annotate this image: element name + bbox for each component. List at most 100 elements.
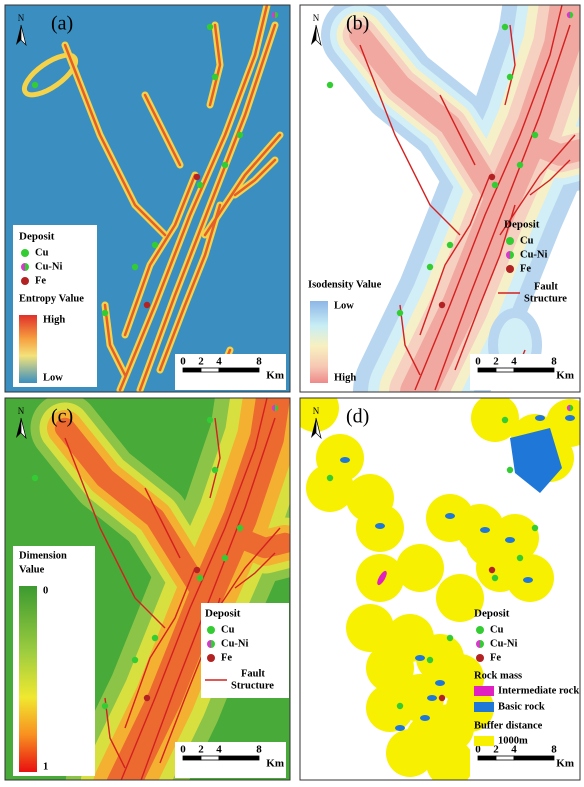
scale-segment bbox=[513, 367, 555, 373]
map-panel: (d) N 0 2 4 8 Km Deposit Cu Cu-Ni Fe Rock mass Inter… bbox=[299, 397, 581, 781]
deposit-marker bbox=[196, 181, 204, 189]
deposit-marker bbox=[207, 654, 215, 662]
ramp-label: High bbox=[334, 372, 356, 383]
buffer-swatch bbox=[474, 736, 494, 746]
scale-unit: Km bbox=[266, 758, 284, 770]
legend-item: Structure bbox=[524, 293, 567, 304]
deposit-marker bbox=[326, 81, 334, 89]
scale-tick-label: 0 bbox=[180, 356, 186, 368]
deposit-marker bbox=[271, 11, 275, 19]
legend-item: Fault bbox=[534, 281, 558, 292]
fault-line bbox=[359, 44, 461, 236]
north-arrow bbox=[311, 418, 316, 438]
deposit-marker bbox=[531, 131, 539, 139]
panel-frame bbox=[299, 397, 581, 781]
deposit-marker bbox=[491, 574, 499, 582]
scale-tick-label: 0 bbox=[475, 744, 481, 756]
fault-line bbox=[499, 134, 576, 236]
north-arrow bbox=[311, 25, 316, 45]
scale-tick-label: 2 bbox=[493, 744, 499, 756]
north-arrow bbox=[315, 417, 322, 440]
legend-item: Fe bbox=[221, 652, 232, 663]
deposit-marker bbox=[566, 11, 570, 19]
legend-title: Deposit bbox=[504, 219, 540, 231]
deposit-marker bbox=[206, 416, 214, 424]
anomaly bbox=[138, 23, 277, 392]
north-arrow bbox=[20, 417, 27, 440]
scale-segment bbox=[182, 755, 202, 761]
deposit-marker bbox=[271, 404, 275, 412]
basic-rock bbox=[375, 523, 385, 529]
basic-rock bbox=[340, 457, 350, 463]
buffer-zone bbox=[346, 604, 394, 652]
buffer-zone bbox=[426, 739, 474, 780]
ramp-label: 0 bbox=[43, 585, 48, 596]
buffer-zone bbox=[476, 544, 524, 592]
ramp-title: Dimension bbox=[19, 550, 67, 561]
deposit-marker bbox=[131, 263, 139, 271]
deposit-marker bbox=[446, 241, 454, 249]
basic-rock bbox=[565, 415, 575, 421]
scale-segment bbox=[495, 367, 515, 373]
deposit-marker bbox=[193, 566, 201, 574]
fault-line bbox=[209, 417, 221, 499]
scale-tick-label: 2 bbox=[493, 356, 499, 368]
color-ramp bbox=[310, 301, 328, 383]
legend-item: Structure bbox=[231, 680, 274, 691]
deposit-marker bbox=[446, 634, 454, 642]
legend-item: Fe bbox=[520, 263, 531, 274]
ramp-label: High bbox=[43, 314, 65, 325]
scale-unit: Km bbox=[556, 370, 574, 382]
legend-item: Cu bbox=[221, 624, 235, 635]
anomaly bbox=[63, 43, 167, 237]
scale-tick-label: 0 bbox=[180, 744, 186, 756]
scale-segment bbox=[513, 755, 555, 761]
deposit-marker bbox=[506, 73, 514, 81]
panel-label: (b) bbox=[346, 13, 369, 35]
fault-line bbox=[439, 94, 476, 166]
fault-line bbox=[64, 437, 166, 629]
deposit-marker bbox=[476, 654, 484, 662]
deposit-marker bbox=[207, 626, 215, 634]
deposit-marker bbox=[566, 404, 570, 412]
fault-line bbox=[434, 24, 571, 391]
north-label: N bbox=[313, 406, 320, 416]
scale-segment bbox=[200, 367, 220, 373]
basic-rock bbox=[510, 428, 562, 493]
ramp-label: 1 bbox=[43, 761, 48, 772]
deposit-marker bbox=[25, 263, 29, 271]
legend-title: Buffer distance bbox=[474, 720, 543, 731]
basic-rock bbox=[435, 680, 445, 686]
north-label: N bbox=[313, 13, 320, 23]
deposit-marker bbox=[506, 237, 514, 245]
buffer-zone bbox=[546, 399, 580, 447]
fault-line bbox=[399, 304, 421, 376]
buffer-zone bbox=[471, 398, 519, 442]
fault-line bbox=[419, 174, 491, 336]
deposit-marker bbox=[221, 554, 229, 562]
north-arrow bbox=[16, 25, 21, 45]
panel-label: (a) bbox=[51, 13, 73, 35]
fault-line bbox=[104, 697, 126, 769]
deposit-marker bbox=[151, 241, 159, 249]
basic-rock bbox=[523, 577, 533, 583]
scale-segment bbox=[218, 367, 260, 373]
deposit-marker bbox=[570, 11, 574, 19]
deposit-marker bbox=[21, 263, 25, 271]
deposit-marker bbox=[275, 404, 279, 412]
legend-item: 1000m bbox=[498, 735, 528, 746]
legend-item: Basic rock bbox=[498, 701, 545, 712]
buffer-zone bbox=[396, 544, 444, 592]
north-label: N bbox=[18, 406, 25, 416]
north-arrow bbox=[315, 24, 322, 47]
map-panel: (c)N0 2 4 8KmDimensionValue01DepositCuCu-Ni… bbox=[4, 397, 291, 781]
legend-item: Fe bbox=[490, 652, 501, 663]
basic-rock bbox=[445, 513, 455, 519]
deposit-marker bbox=[31, 81, 39, 89]
deposit-marker bbox=[476, 626, 484, 634]
anomaly bbox=[143, 93, 182, 167]
deposit-marker bbox=[101, 702, 109, 710]
ramp-label: Low bbox=[334, 300, 354, 311]
deposit-marker bbox=[101, 309, 109, 317]
deposit-marker bbox=[438, 694, 446, 702]
